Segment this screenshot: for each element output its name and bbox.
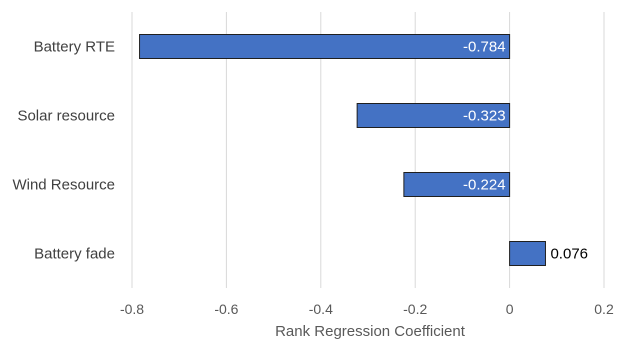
bars (139, 34, 546, 266)
category-labels: Battery RTE Solar resource Wind Resource Ba… (12, 39, 115, 263)
category-label-3: Battery fade (34, 246, 115, 263)
data-label-2: -0.224 (463, 177, 506, 194)
x-axis-title: Rank Regression Coefficient (275, 323, 466, 340)
data-label-0: -0.784 (463, 39, 506, 56)
bar-3 (509, 241, 546, 266)
category-label-1: Solar resource (17, 108, 115, 125)
x-tick-label-2: -0.4 (309, 301, 333, 317)
bar-1 (356, 103, 511, 128)
category-label-0: Battery RTE (34, 39, 115, 56)
x-tick-label-5: 0.2 (594, 301, 614, 317)
bar-2 (403, 172, 511, 197)
bar-0 (139, 34, 511, 59)
data-labels: -0.784 -0.323 -0.224 0.076 (463, 39, 588, 263)
data-label-1: -0.323 (463, 108, 506, 125)
x-tick-label-3: -0.2 (403, 301, 427, 317)
data-label-3: 0.076 (550, 246, 588, 263)
x-tick-label-0: -0.8 (120, 301, 144, 317)
x-tick-label-4: 0 (506, 301, 514, 317)
x-tick-label-1: -0.6 (214, 301, 238, 317)
category-label-2: Wind Resource (12, 177, 115, 194)
x-tick-labels: -0.8 -0.6 -0.4 -0.2 0 0.2 (120, 301, 614, 317)
